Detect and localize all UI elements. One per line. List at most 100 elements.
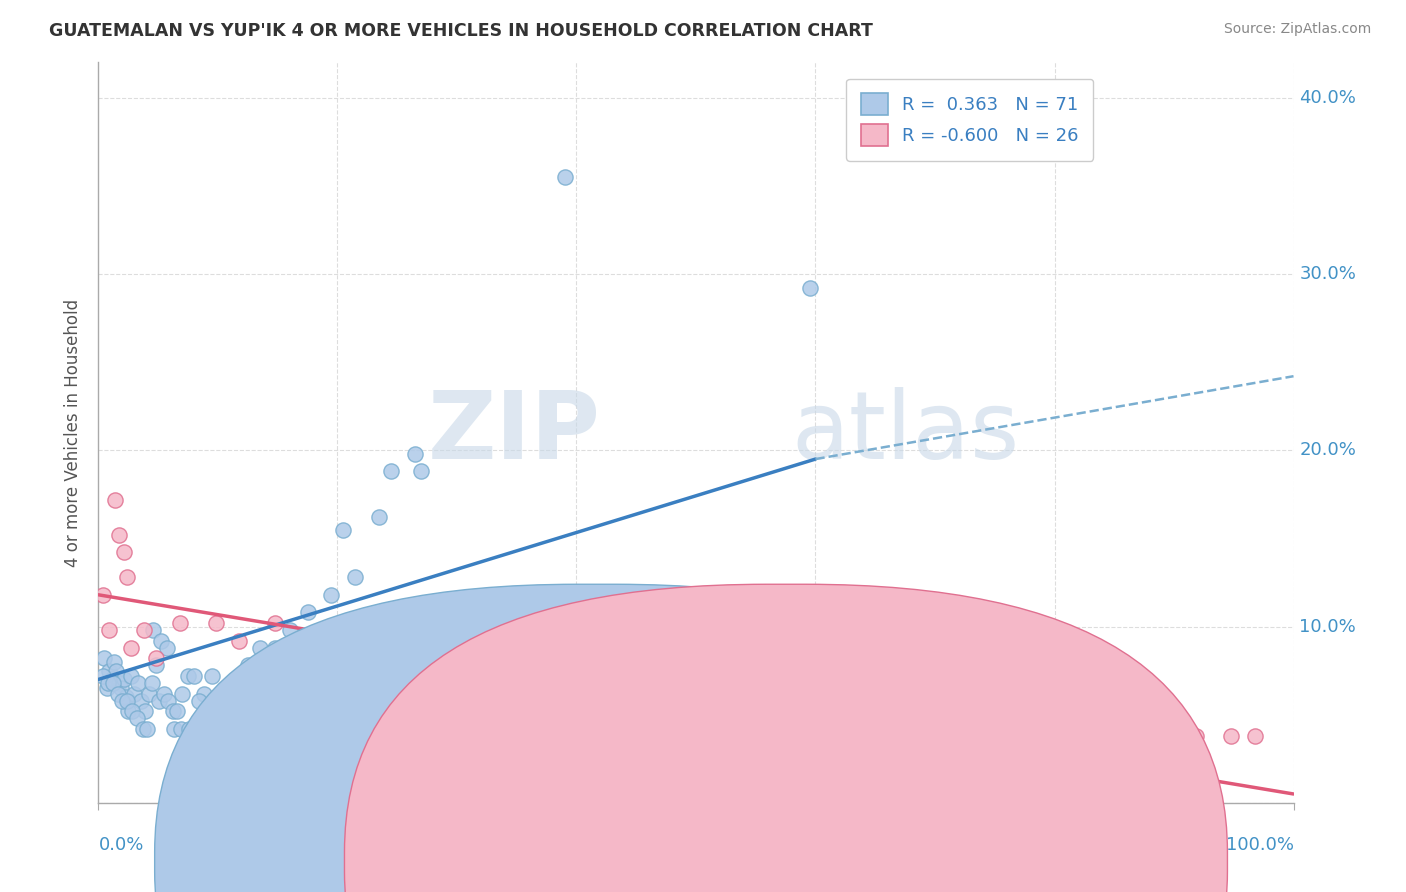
Point [110,681,132,696]
Point [115,693,138,707]
Point [120,640,142,655]
Y-axis label: 4 or more Vehicles in Household: 4 or more Vehicles in Household [65,299,83,566]
Point [201,669,224,683]
Text: ZIP: ZIP [427,386,600,479]
Point [344,570,367,584]
Point [292,739,315,754]
Text: Source: ZipAtlas.com: Source: ZipAtlas.com [1223,22,1371,37]
Point [198,739,221,754]
Point [107,528,129,542]
Point [115,570,138,584]
Point [204,615,226,630]
Point [141,676,163,690]
Point [132,623,155,637]
Point [179,722,201,736]
Text: Yup'ik: Yup'ik [813,852,860,870]
Point [120,669,142,683]
Point [264,640,287,655]
Point [117,704,139,718]
Point [862,711,884,725]
Text: 10.0%: 10.0% [1299,617,1357,635]
Point [228,739,250,754]
Point [100,673,122,687]
Point [149,633,172,648]
Point [97,676,120,690]
Point [945,711,967,725]
Point [236,658,259,673]
Point [733,623,755,637]
Point [112,545,135,559]
Point [404,447,426,461]
Point [112,673,135,687]
Point [107,676,129,690]
Point [169,615,191,630]
Point [104,492,127,507]
Point [249,640,271,655]
Legend: R =  0.363   N = 71, R = -0.600   N = 26: R = 0.363 N = 71, R = -0.600 N = 26 [846,78,1094,161]
Point [153,686,176,700]
Point [297,606,319,620]
Text: GUATEMALAN VS YUP'IK 4 OR MORE VEHICLES IN HOUSEHOLD CORRELATION CHART: GUATEMALAN VS YUP'IK 4 OR MORE VEHICLES … [49,22,873,40]
Point [145,658,167,673]
Point [162,704,184,718]
Point [127,676,149,690]
Point [1040,729,1063,743]
Text: 30.0%: 30.0% [1299,265,1357,283]
Point [105,664,128,678]
Point [145,651,167,665]
Point [245,729,267,743]
Point [98,664,121,678]
Point [321,588,343,602]
Point [212,686,235,700]
Point [209,739,232,754]
Point [1064,722,1087,736]
Point [91,588,114,602]
Point [440,651,463,665]
Point [411,464,433,478]
Point [225,676,247,690]
Point [111,693,134,707]
Point [136,722,159,736]
Point [183,669,205,683]
Point [332,523,354,537]
Point [380,464,402,478]
Point [134,704,156,718]
Text: 0.0%: 0.0% [98,836,143,855]
Point [166,704,188,718]
Point [124,686,146,700]
Point [101,676,124,690]
Point [96,681,118,696]
Point [131,693,153,707]
Point [103,655,125,669]
Point [648,623,672,637]
Point [156,693,179,707]
Point [148,693,170,707]
Point [1101,722,1123,736]
Point [193,686,215,700]
Text: 40.0%: 40.0% [1299,88,1357,107]
Point [107,686,129,700]
Point [121,704,143,718]
Point [131,722,153,736]
Point [278,623,301,637]
Point [264,615,287,630]
Point [172,686,194,700]
Point [1184,729,1206,743]
Point [93,651,115,665]
Text: atlas: atlas [792,386,1019,479]
Point [1017,722,1039,736]
Text: 100.0%: 100.0% [1226,836,1294,855]
Point [981,704,1004,718]
Point [91,669,114,683]
Point [1220,729,1243,743]
Point [921,704,943,718]
Point [368,510,391,524]
Point [187,693,209,707]
Point [554,169,576,184]
Point [269,729,291,743]
Text: Guatemalans: Guatemalans [623,852,734,870]
Text: 20.0%: 20.0% [1299,442,1357,459]
Point [163,722,186,736]
Point [799,281,821,295]
Point [1244,729,1267,743]
